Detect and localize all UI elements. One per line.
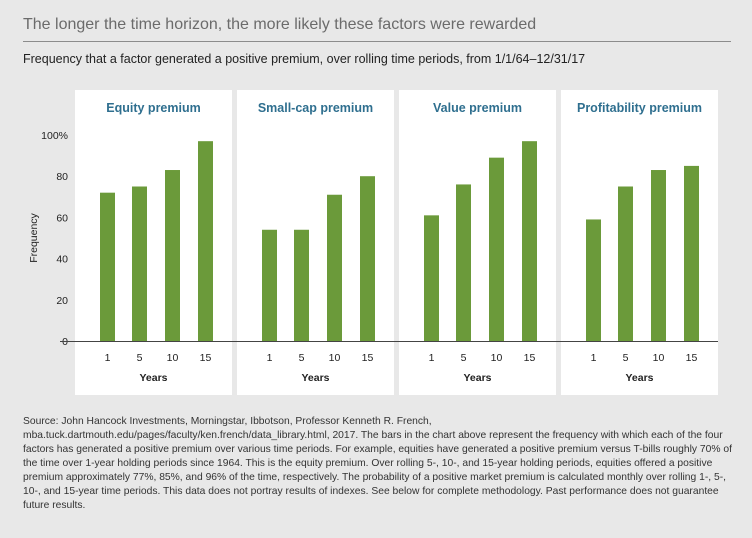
x-axis-label: Years — [463, 372, 491, 384]
x-tick-label: 1 — [429, 352, 435, 364]
bar — [294, 229, 309, 341]
bar — [100, 192, 115, 341]
panel-title: Equity premium — [106, 101, 200, 115]
bar — [684, 165, 699, 341]
bar — [456, 184, 471, 341]
bar — [618, 186, 633, 341]
panel-title: Value premium — [433, 101, 522, 115]
bar — [586, 219, 601, 341]
title-divider — [23, 41, 731, 42]
y-tick-label: 60 — [56, 212, 68, 224]
x-tick-label: 1 — [591, 352, 597, 364]
panel-title: Profitability premium — [577, 101, 702, 115]
panel-title: Small-cap premium — [258, 101, 373, 115]
y-tick-label: 80 — [56, 171, 68, 183]
y-tick-label: 40 — [56, 254, 68, 266]
chart-title: The longer the time horizon, the more li… — [23, 16, 537, 33]
x-tick-label: 10 — [491, 352, 503, 364]
x-tick-label: 10 — [653, 352, 665, 364]
bar — [489, 157, 504, 341]
x-tick-label: 15 — [524, 352, 536, 364]
x-tick-label: 5 — [461, 352, 467, 364]
x-tick-label: 15 — [362, 352, 374, 364]
x-tick-label: 5 — [299, 352, 305, 364]
bar — [360, 176, 375, 341]
bar — [132, 186, 147, 341]
y-axis-label: Frequency — [28, 212, 40, 262]
bar — [262, 229, 277, 341]
factor-premium-chart: Frequency020406080100%Equity premium1510… — [28, 90, 718, 395]
x-axis-label: Years — [625, 372, 653, 384]
y-tick-label: 20 — [56, 295, 68, 307]
x-tick-label: 5 — [623, 352, 629, 364]
source-note: Source: John Hancock Investments, Mornin… — [23, 416, 732, 511]
x-tick-label: 10 — [329, 352, 341, 364]
x-axis-label: Years — [139, 372, 167, 384]
chart-subtitle: Frequency that a factor generated a posi… — [23, 52, 586, 66]
bar — [651, 170, 666, 341]
bar — [522, 141, 537, 341]
x-tick-label: 1 — [267, 352, 273, 364]
bar — [198, 141, 213, 341]
x-tick-label: 1 — [105, 352, 111, 364]
x-tick-label: 15 — [200, 352, 212, 364]
y-tick-label: 100% — [41, 130, 68, 142]
bar — [327, 194, 342, 341]
x-tick-label: 10 — [167, 352, 179, 364]
bar — [424, 215, 439, 341]
bar — [165, 170, 180, 341]
x-axis-label: Years — [301, 372, 329, 384]
x-tick-label: 15 — [686, 352, 698, 364]
x-tick-label: 5 — [137, 352, 143, 364]
